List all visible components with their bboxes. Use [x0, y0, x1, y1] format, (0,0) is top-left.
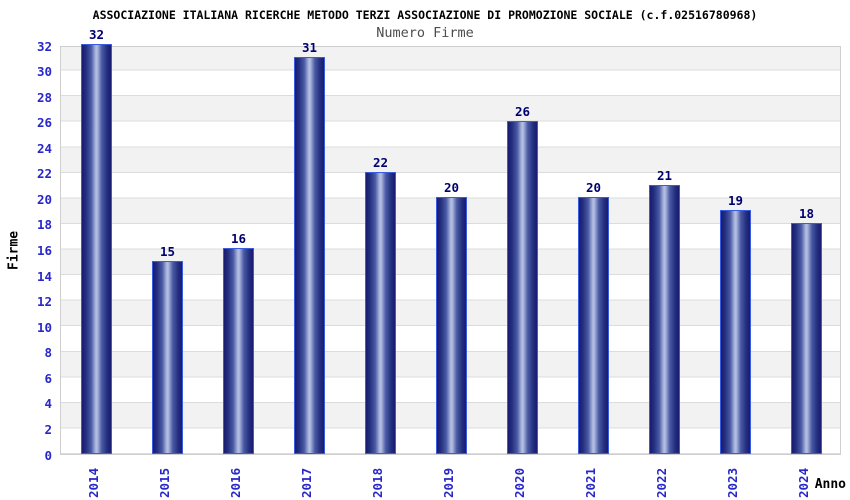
- x-tick-label-2017: 2017: [298, 467, 314, 498]
- y-tick-label: 20: [36, 191, 52, 207]
- y-tick-label: 30: [36, 64, 52, 80]
- x-tick-label-2015: 2015: [156, 467, 172, 498]
- bar-value-label: 26: [514, 104, 531, 119]
- bar-2024: [791, 223, 822, 454]
- x-tick-label-2021: 2021: [582, 467, 598, 498]
- x-tick-label-2018: 2018: [369, 467, 385, 498]
- y-tick-label: 24: [36, 140, 52, 156]
- x-tick-label-2014: 2014: [85, 467, 101, 498]
- chart-subtitle: Numero Firme: [376, 25, 474, 41]
- y-tick-label: 6: [44, 370, 52, 386]
- bar-2021: [578, 197, 609, 454]
- y-tick-label: 26: [36, 115, 52, 131]
- bar-2022: [649, 185, 680, 454]
- plot-area: 32 15 16 31 22 20 26 20 21 19 18: [60, 27, 841, 455]
- bar-value-label: 21: [656, 168, 673, 183]
- y-tick-label: 8: [44, 345, 52, 361]
- bar-value-label: 15: [159, 244, 176, 259]
- bar-2017: [294, 57, 325, 454]
- y-tick-label: 4: [44, 396, 52, 412]
- x-axis-title: Anno: [814, 477, 846, 492]
- bar-value-label: 22: [372, 155, 389, 170]
- bar-2019: [436, 197, 467, 454]
- y-tick-label: 16: [36, 243, 52, 258]
- bar-value-label: 32: [88, 27, 105, 42]
- y-tick-label: 28: [36, 89, 52, 105]
- chart-title: ASSOCIAZIONE ITALIANA RICERCHE METODO TE…: [92, 8, 758, 22]
- y-tick-label: 12: [36, 294, 52, 310]
- x-tick-label-2024: 2024: [795, 467, 811, 498]
- y-tick-label: 22: [36, 166, 52, 182]
- bar-value-label: 19: [727, 193, 744, 208]
- x-tick-label-2016: 2016: [227, 467, 243, 498]
- bar-2020: [507, 121, 538, 454]
- bar-2015: [152, 261, 183, 454]
- bar-2016: [223, 248, 254, 454]
- bar-value-label: 31: [301, 40, 318, 55]
- x-tick-label-2019: 2019: [440, 467, 456, 498]
- x-tick-label-2022: 2022: [653, 467, 669, 498]
- bar-2018: [365, 172, 396, 454]
- y-tick-label: 18: [36, 217, 52, 233]
- x-tick-label-2020: 2020: [511, 467, 527, 498]
- bar-value-label: 20: [443, 180, 460, 195]
- bar-2023: [720, 210, 751, 454]
- y-tick-label: 10: [36, 319, 52, 335]
- y-tick-label: 0: [44, 447, 52, 463]
- x-tick-label-2023: 2023: [724, 467, 740, 498]
- y-tick-label: 14: [36, 268, 52, 284]
- bar-2014: [81, 44, 112, 454]
- bar-value-label: 20: [585, 180, 602, 195]
- y-tick-label: 2: [44, 421, 52, 437]
- y-tick-label: 32: [36, 38, 52, 54]
- bar-value-label: 18: [798, 206, 815, 221]
- bar-value-label: 16: [230, 231, 247, 246]
